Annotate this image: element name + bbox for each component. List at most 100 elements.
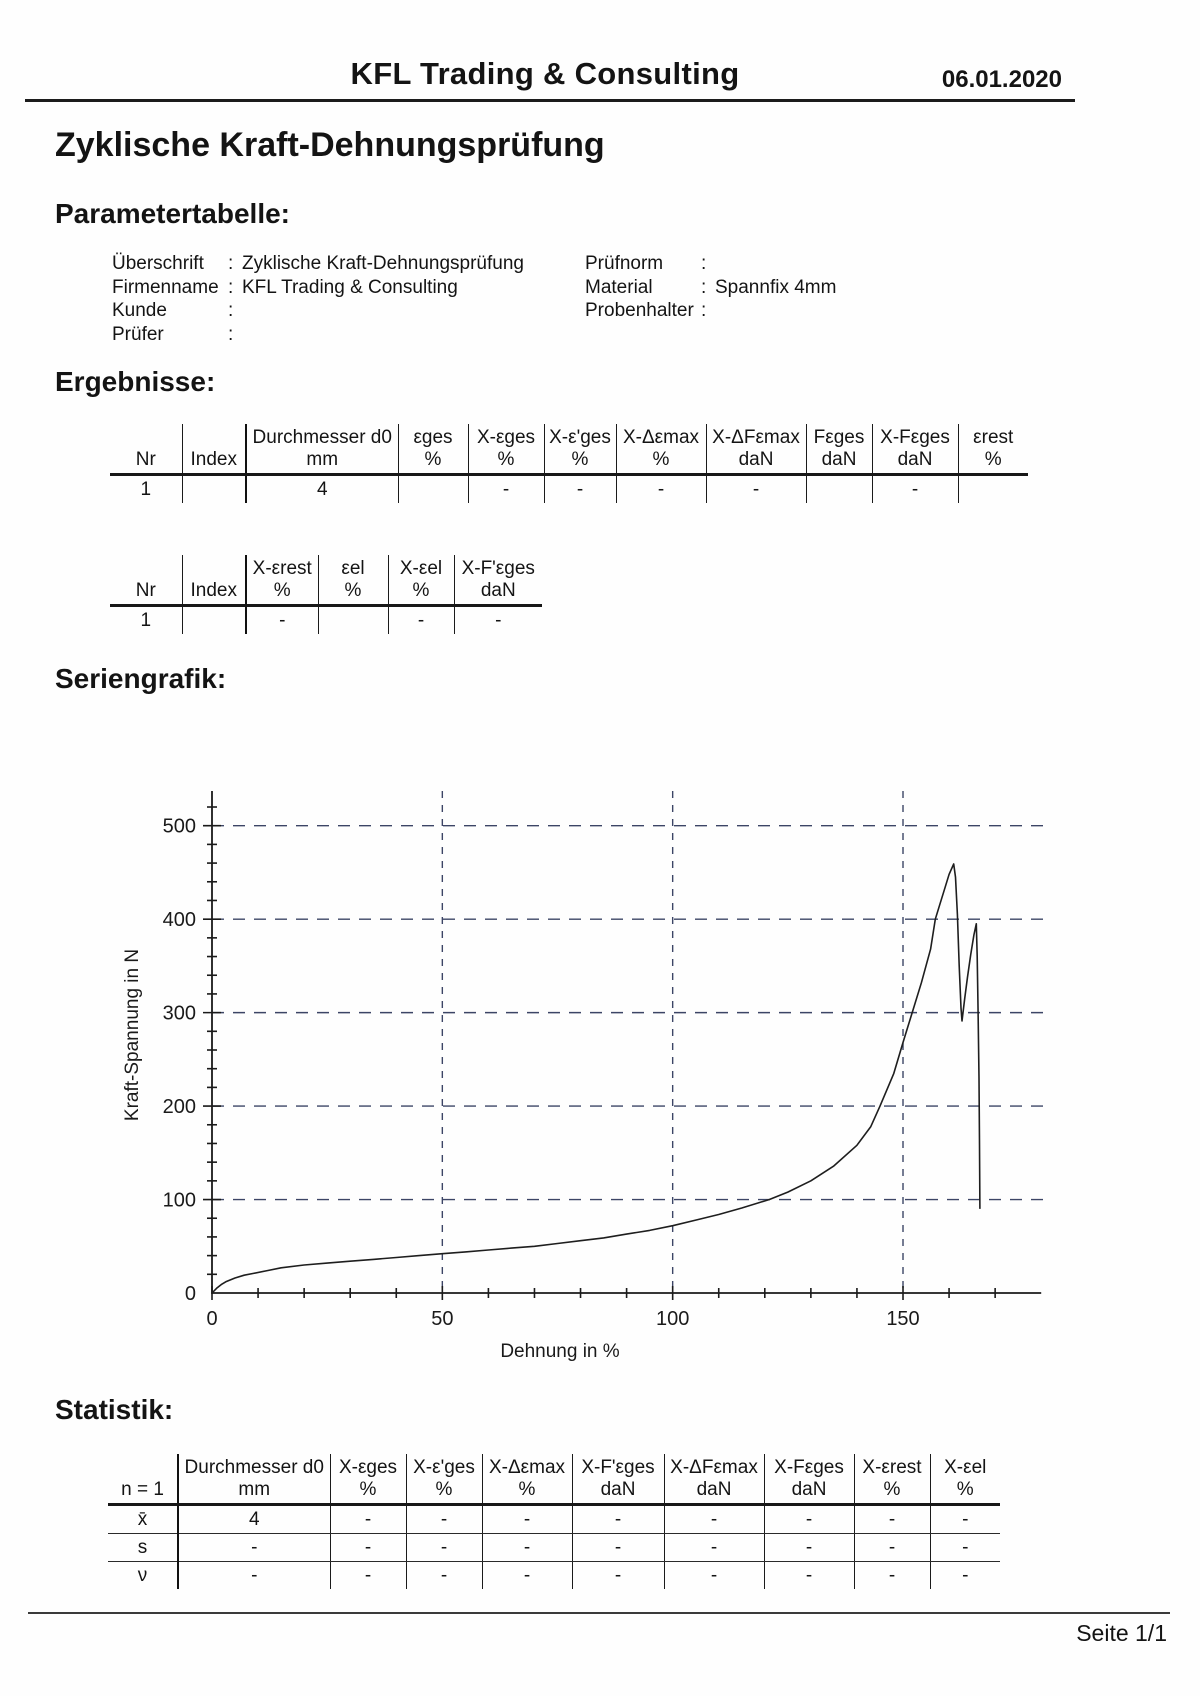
table-header-row: Durchmesser d0 X-εges X-ε'ges X-Δεmax X-… (108, 1454, 1000, 1479)
parameter-colon: : (228, 323, 234, 345)
column-unit: % (481, 1479, 572, 1506)
column-unit: % (543, 449, 616, 476)
header-date: 06.01.2020 (941, 66, 1062, 93)
column-unit: Index (181, 449, 246, 476)
table-row: x̄ 4- - - - - - - - (108, 1504, 1000, 1534)
parameter-row: Kunde: (112, 299, 524, 323)
parameter-row: Überschrift: Zyklische Kraft-Dehnungsprüf… (112, 252, 524, 276)
column-unit: mm (177, 1479, 330, 1506)
table-cell: - (177, 1533, 330, 1562)
table-cell: - (405, 1561, 482, 1589)
column-header: X-ΔFεmax (705, 424, 806, 449)
column-unit: daN (453, 580, 542, 607)
parameter-label: Firmenname (112, 276, 219, 298)
parameter-row: Probenhalter: (585, 299, 836, 323)
y-tick-label: 0 (185, 1283, 196, 1305)
table-units-row: n = 1 mm % % % daN daN daN % % (108, 1479, 1000, 1506)
table-cell (181, 605, 246, 634)
page-number: Seite 1/1 (1076, 1620, 1167, 1646)
table-cell: - (177, 1561, 330, 1589)
header-company-title: KFL Trading & Consulting (350, 56, 740, 91)
table-cell: - (571, 1533, 664, 1562)
parameter-row: Firmenname: KFL Trading & Consulting (112, 276, 524, 300)
footer-divider (28, 1612, 1170, 1614)
results-table-1: Durchmesser d0 εges X-εges X-ε'ges X-Δεm… (110, 424, 1028, 503)
table-cell: - (329, 1504, 406, 1534)
table-cell: - (453, 605, 542, 634)
parameter-value: Spannfix 4mm (715, 276, 837, 298)
parameter-row: Prüfnorm: (585, 252, 836, 276)
table-cell: - (245, 605, 318, 634)
column-unit: % (387, 580, 454, 607)
table-cell: - (543, 474, 616, 503)
table-cell: - (481, 1533, 572, 1562)
column-unit: % (467, 449, 544, 476)
document-title: Zyklische Kraft-Dehnungsprüfung (55, 126, 605, 164)
table-cell: - (663, 1533, 764, 1562)
column-unit: % (957, 449, 1028, 476)
force-strain-curve (211, 863, 981, 1294)
parameter-label: Kunde (112, 300, 167, 321)
column-header: X-εrest (853, 1454, 930, 1479)
table-cell: - (615, 474, 706, 503)
column-header: X-εges (329, 1454, 406, 1479)
table-cell: 1 (140, 609, 152, 631)
column-header: X-εrest (245, 555, 318, 580)
parameter-row: Material: Spannfix 4mm (585, 276, 836, 300)
table-cell: 1 (140, 478, 152, 500)
column-header: εrest (957, 424, 1028, 449)
parameter-label: Prüfnorm (585, 253, 664, 274)
table-cell: - (571, 1504, 664, 1534)
table-cell (317, 605, 388, 634)
table-cell: 4 (177, 1504, 330, 1534)
table-cell: - (663, 1561, 764, 1589)
parameter-label: Überschrift (112, 253, 204, 274)
column-header: Durchmesser d0 (245, 424, 398, 449)
table-cell: - (871, 474, 958, 503)
parameter-label: Prüfer (112, 323, 164, 345)
table-cell: 4 (245, 474, 398, 503)
column-header: X-F'εges (571, 1454, 664, 1479)
table-cell: ν (137, 1564, 148, 1586)
y-tick-label: 100 (163, 1190, 196, 1212)
y-axis-title: Kraft-Spannung in N (122, 949, 143, 1121)
column-header: X-Fεges (763, 1454, 854, 1479)
y-tick-label: 200 (163, 1096, 196, 1118)
table-header-row: X-εrest εel X-εel X-F'εges (110, 555, 542, 580)
column-header: X-Δεmax (481, 1454, 572, 1479)
table-cell: - (929, 1533, 1000, 1562)
parameter-row: Prüfer: (112, 323, 524, 347)
table-cell: - (329, 1561, 406, 1589)
y-tick-label: 400 (163, 909, 196, 931)
table-cell: - (481, 1561, 572, 1589)
column-header: Fεges (805, 424, 872, 449)
column-unit: daN (805, 449, 872, 476)
column-unit: daN (763, 1479, 854, 1506)
column-header (181, 555, 246, 580)
parameter-colon: : (228, 300, 234, 321)
column-header: X-ΔFεmax (663, 1454, 764, 1479)
parameter-label: Material (585, 276, 653, 298)
parameter-column-left: Überschrift: Zyklische Kraft-Dehnungsprüf… (112, 252, 524, 346)
table-cell: x̄ (108, 1504, 178, 1534)
column-header: X-Fεges (871, 424, 958, 449)
column-unit: % (329, 1479, 406, 1506)
section-heading-statistics: Statistik: (55, 1394, 174, 1425)
table-cell: - (387, 605, 454, 634)
table-cell: - (329, 1533, 406, 1562)
column-header (181, 424, 246, 449)
section-heading-results: Ergebnisse: (55, 366, 216, 397)
series-chart: 0 100 200 300 400 500 0 50 100 150 Dehnung in % Kra… (122, 790, 1044, 1362)
column-unit: Nr (110, 580, 182, 607)
table-cell: - (853, 1504, 930, 1534)
column-header: X-ε'ges (543, 424, 616, 449)
x-tick-label: 100 (656, 1308, 689, 1330)
column-unit: % (615, 449, 706, 476)
table-cell: - (853, 1533, 930, 1562)
table-units-row: Nr Index % % % daN (110, 580, 542, 607)
table-units-row: Nr Index mm % % % % daN daN daN % (110, 449, 1028, 476)
table-row: s--------- (108, 1533, 1000, 1562)
column-unit: daN (871, 449, 958, 476)
